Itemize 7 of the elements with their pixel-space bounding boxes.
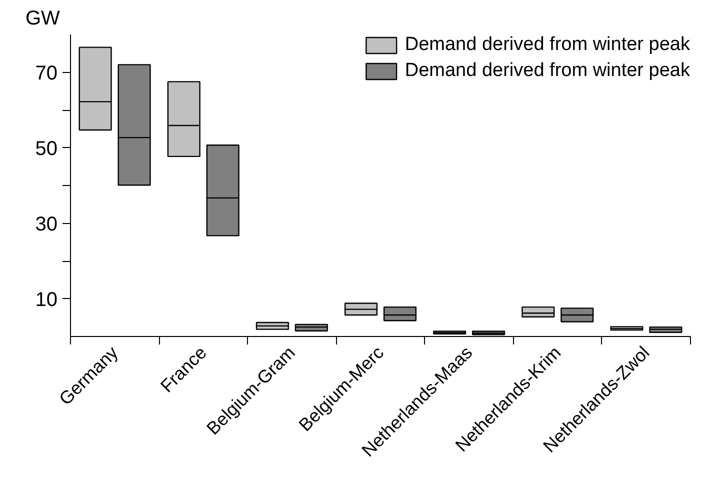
legend-label: Demand derived from winter peak xyxy=(404,34,690,56)
y-tick-label: 10 xyxy=(35,288,58,311)
y-axis-title: GW xyxy=(26,8,60,30)
legend-label: Demand derived from winter peak xyxy=(404,60,690,82)
y-tick-label: 30 xyxy=(35,213,58,236)
y-tick-label: 70 xyxy=(35,62,58,84)
y-tick-label: 50 xyxy=(35,138,58,160)
